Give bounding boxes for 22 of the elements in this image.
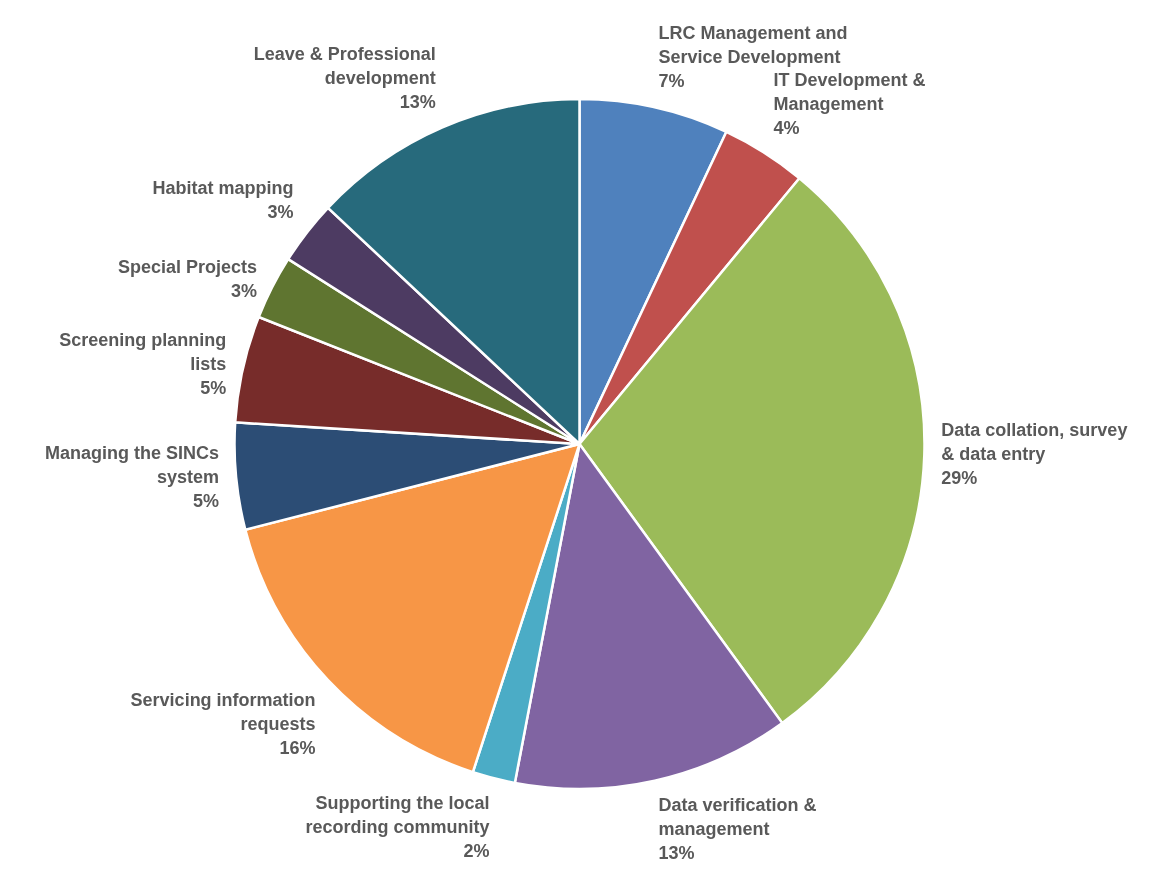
data-label: 3% — [230, 280, 257, 301]
slice-label: Data verification & management — [658, 795, 817, 840]
data-label: 3% — [267, 202, 294, 223]
data-label: 4% — [773, 118, 800, 139]
slice-label: Data collation, survey & data entry — [941, 420, 1128, 465]
slice-label: Screening planning lists — [59, 330, 227, 375]
data-label: 16% — [279, 737, 316, 758]
data-label: 2% — [463, 840, 490, 861]
slice-label: IT Development & Management — [773, 70, 926, 115]
data-label: 29% — [941, 468, 978, 489]
data-label: 5% — [193, 491, 220, 512]
data-label: 5% — [200, 378, 227, 399]
slice-label: Leave & Professional development — [253, 43, 436, 88]
slice-label: LRC Management and Service Development — [658, 22, 848, 67]
data-label: 7% — [658, 70, 685, 91]
data-label: 13% — [658, 843, 695, 864]
data-label: 13% — [399, 91, 436, 112]
slice-label: Habitat mapping — [152, 178, 294, 199]
slice-label: Servicing information requests — [130, 689, 316, 734]
slice-label: Special Projects — [117, 256, 257, 277]
slice-label: Supporting the local recording community — [305, 792, 490, 837]
slice-label: Managing the SINCs system — [45, 443, 220, 488]
